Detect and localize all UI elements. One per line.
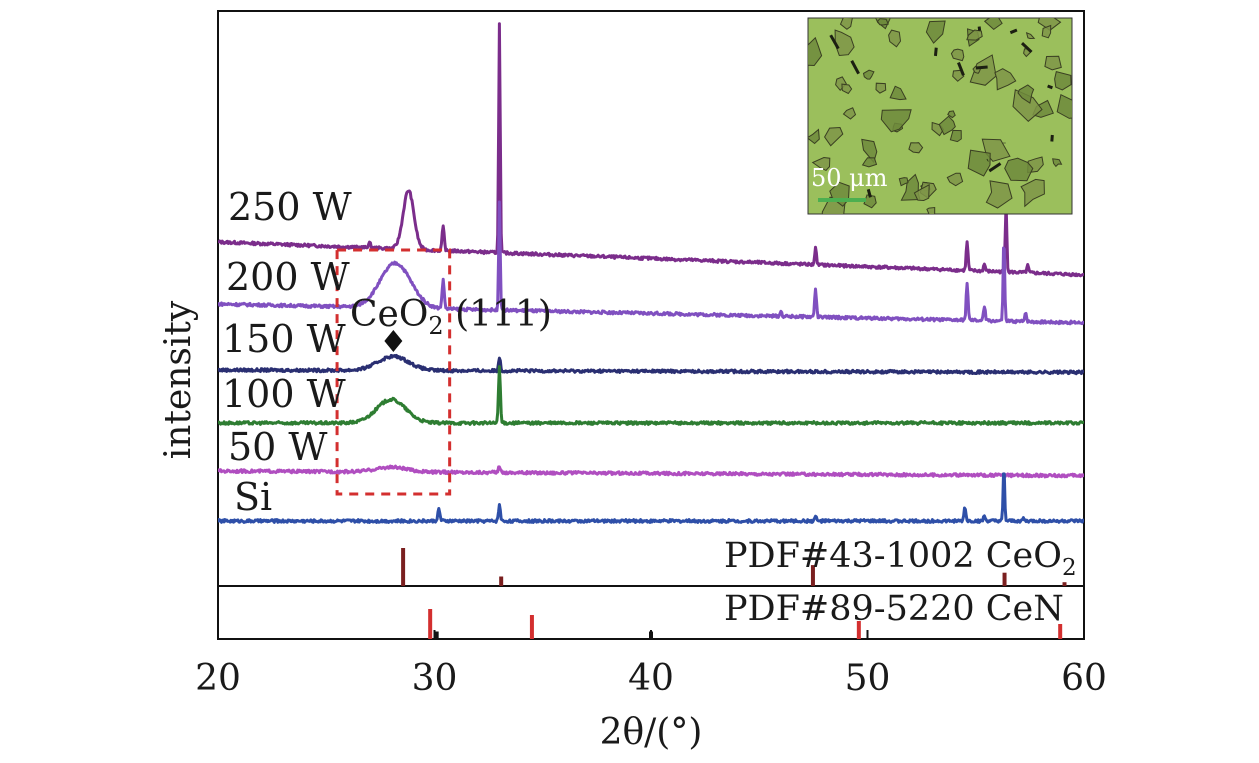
inset-flake [1004, 157, 1034, 182]
inset-defect [850, 60, 860, 75]
inset-flake [985, 180, 1013, 209]
x-tick-label: 60 [1061, 658, 1107, 699]
annotation-rest: (111) [444, 294, 552, 335]
inset-flake [1017, 84, 1035, 104]
inset-defect [829, 34, 840, 50]
series-labels: 250 W 200 W 150 W 100 W 50 W Si [222, 185, 352, 519]
inset-flake [1054, 70, 1072, 91]
inset-flake [888, 29, 902, 48]
reference-label-ceo2-main: PDF#43-1002 CeO [724, 536, 1062, 576]
series-label-150-w: 150 W [222, 317, 346, 361]
inset-flake [947, 110, 956, 119]
inset-defect [1020, 42, 1033, 54]
series-label-si: Si [234, 475, 272, 519]
inset-flake [966, 29, 983, 41]
inset-scale-label: 50 μm [811, 164, 888, 192]
inset-defect [957, 61, 965, 76]
inset-defect [1009, 28, 1018, 35]
inset-flake [839, 18, 853, 30]
inset-flake [1025, 31, 1036, 40]
inset-flake [908, 142, 924, 154]
inset-flake [1044, 55, 1062, 71]
inset-flake [913, 183, 930, 202]
inset-flake [835, 76, 847, 92]
inset-flake [994, 68, 1017, 91]
series-line-250-w [218, 22, 1084, 278]
y-axis-label: intensity [158, 300, 199, 459]
series-line-100-w [218, 365, 1084, 426]
series-layer [218, 22, 1084, 524]
inset-flake [1041, 24, 1052, 39]
inset-flake [880, 109, 912, 133]
series-label-200-w: 200 W [226, 255, 350, 299]
ceo2-highlight-box [335, 248, 452, 496]
reference-label-ceo2-subscript: 2 [1062, 555, 1077, 581]
inset-flake [950, 48, 965, 62]
x-tick-label: 40 [628, 658, 674, 699]
inset-flake [811, 156, 831, 172]
inset-flake [1052, 158, 1063, 168]
inset-flake [876, 18, 890, 26]
inset-flake [1056, 93, 1072, 119]
diamond-marker-icon [384, 330, 403, 352]
series-label-50-w: 50 W [228, 425, 328, 469]
inset-defect [988, 162, 1002, 173]
inset-flake [926, 206, 936, 214]
inset-defect [933, 47, 938, 57]
inset-scale-bar [818, 198, 866, 202]
inset-flake [808, 128, 820, 145]
inset-flake [969, 54, 997, 86]
x-axis-label: 2θ/(°) [600, 712, 703, 753]
inset-defect [866, 188, 872, 198]
inset-flake [1020, 178, 1045, 208]
inset-flake [983, 18, 1003, 31]
reference-label-cen-main: PDF#89-5220 CeN [724, 589, 1064, 629]
x-tick-label: 50 [845, 658, 891, 699]
inset-flake [824, 126, 844, 147]
series-line-50-w [218, 464, 1084, 479]
inset-flake [808, 36, 823, 67]
reference-label-cen: PDF#89-5220 CeN [724, 589, 1064, 629]
inset-flake [967, 149, 991, 177]
inset-flake [925, 20, 946, 44]
series-label-250-w: 250 W [228, 185, 352, 229]
series-line-200-w [218, 200, 1084, 326]
x-axis-ticks: 20 30 40 50 60 [195, 630, 1107, 699]
inset-flake [875, 82, 887, 94]
inset-flake [1012, 89, 1043, 122]
reference-label-ceo2: PDF#43-1002 CeO2 [724, 536, 1077, 581]
inset-defect [975, 65, 988, 70]
ceo2-111-annotation: CeO2 (111) [350, 294, 552, 340]
inset-flake [889, 85, 907, 101]
inset-flake [946, 172, 964, 187]
inset-flake [938, 115, 956, 136]
inset-flake [898, 177, 909, 187]
x-tick-label: 20 [195, 658, 241, 699]
inset-flake [949, 129, 962, 143]
series-line-si [218, 472, 1084, 524]
inset-flake [862, 69, 875, 80]
series-line-150-w [218, 353, 1084, 376]
x-tick-label: 30 [412, 658, 458, 699]
inset-flake [841, 83, 853, 95]
inset-flake [1037, 18, 1062, 31]
annotation-main: CeO [350, 294, 428, 335]
inset-flake [834, 29, 855, 57]
inset-flake [861, 157, 878, 168]
inset-micrograph: 50 μm [807, 17, 1073, 215]
annotation-subscript: 2 [428, 312, 443, 340]
series-label-100-w: 100 W [222, 372, 346, 416]
inset-flake [842, 107, 857, 120]
inset-defect [1047, 84, 1053, 90]
inset-flakes [808, 18, 1072, 214]
